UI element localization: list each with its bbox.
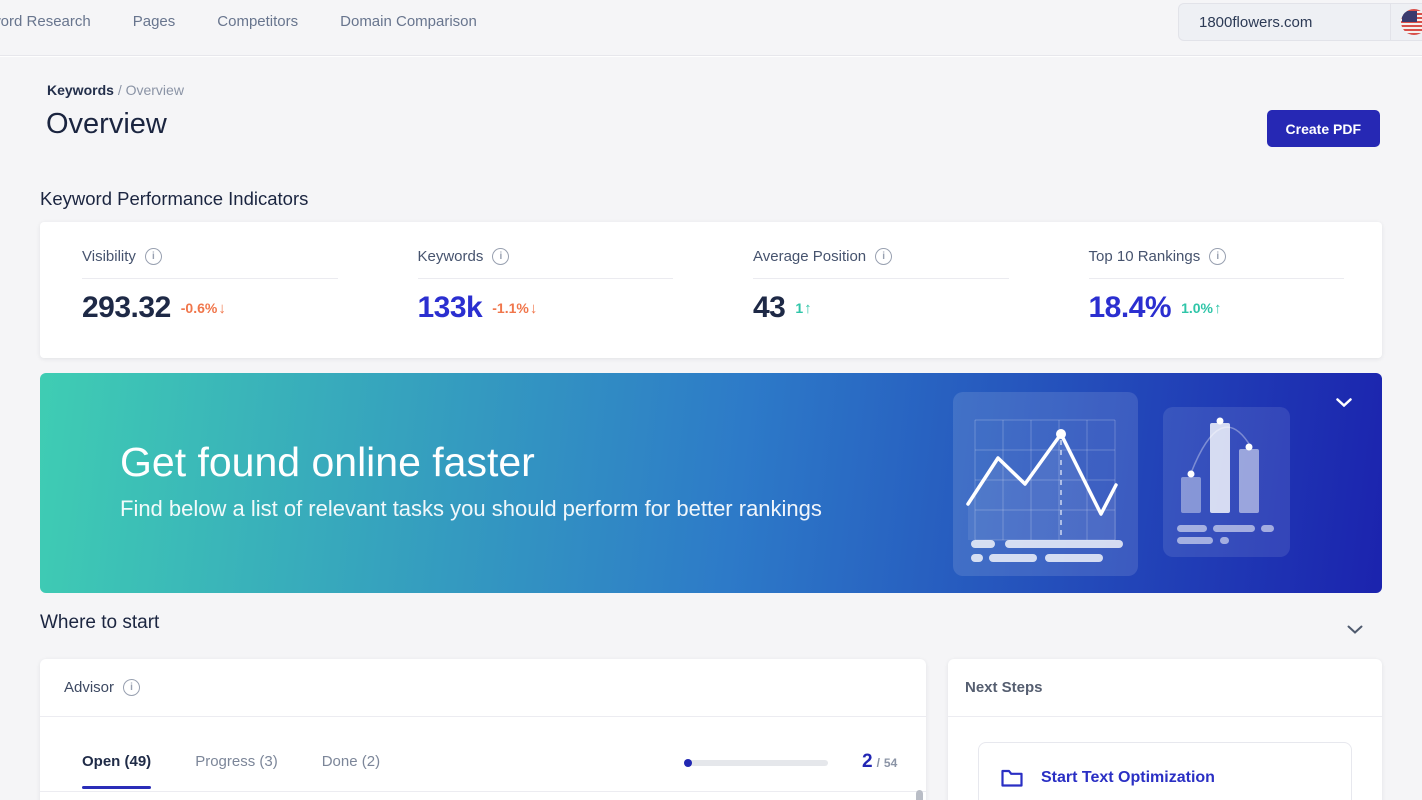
banner-collapse-chevron-icon[interactable] [1336, 394, 1352, 412]
kpi-top10-rankings: Top 10 Rankings i 18.4% 1.0% ↑ [1047, 222, 1383, 358]
kpi-divider [82, 278, 338, 279]
kpi-delta: -0.6% [180, 300, 218, 316]
bar-chart-icon [1177, 417, 1274, 544]
us-flag-icon[interactable] [1401, 9, 1422, 35]
folder-icon [1001, 769, 1023, 787]
arrow-up-icon: ↑ [804, 299, 812, 317]
kpi-label: Top 10 Rankings [1088, 248, 1201, 265]
kpi-card: Visibility i 293.32 -0.6% ↓ Keywords i 1… [40, 222, 1382, 358]
domain-selector[interactable]: 1800flowers.com [1178, 3, 1422, 41]
info-icon[interactable]: i [875, 248, 893, 265]
kpi-value: 43 [753, 291, 786, 324]
kpi-keywords: Keywords i 133k -1.1% ↓ [376, 222, 712, 358]
advisor-title: Advisor [64, 679, 115, 696]
section-collapse-chevron-icon[interactable] [1347, 621, 1363, 639]
nav-item-competitors[interactable]: Competitors [217, 12, 299, 30]
kpi-delta: -1.1% [492, 300, 529, 316]
kpi-value: 133k [417, 291, 483, 324]
progress-dot [684, 759, 692, 767]
kpi-delta: 1 [795, 300, 804, 316]
create-pdf-button[interactable]: Create PDF [1266, 110, 1380, 147]
kpi-visibility: Visibility i 293.32 -0.6% ↓ [40, 222, 376, 358]
kpi-label: Visibility [82, 248, 136, 265]
advisor-progress-value: 2 / 54 [862, 751, 897, 773]
kpi-value: 293.32 [82, 291, 171, 324]
info-icon[interactable]: i [1209, 248, 1227, 265]
tab-open[interactable]: Open (49) [82, 753, 152, 789]
breadcrumb-section[interactable]: Keywords [47, 82, 114, 98]
tab-progress[interactable]: Progress (3) [195, 753, 278, 770]
kpi-divider [1088, 278, 1344, 279]
kpi-divider [417, 278, 673, 279]
breadcrumb: Keywords / Overview [47, 82, 184, 98]
advisor-tabs: Open (49) Progress (3) Done (2) [82, 753, 381, 789]
arrow-up-icon: ↑ [1214, 299, 1222, 317]
nav-item-domain-comparison[interactable]: Domain Comparison [340, 12, 477, 30]
kpi-label: Keywords [417, 248, 484, 265]
promo-banner: Get found online faster Find below a lis… [40, 373, 1382, 593]
progress-current: 2 [862, 751, 873, 772]
kpi-delta: 1.0% [1181, 300, 1213, 316]
kpi-divider [753, 278, 1009, 279]
progress-total: 54 [883, 756, 898, 770]
page-title: Overview [46, 108, 167, 140]
breadcrumb-separator: / [117, 82, 122, 98]
kpi-value: 18.4% [1088, 291, 1172, 324]
breadcrumb-current: Overview [125, 82, 184, 98]
kpi-average-position: Average Position i 43 1 ↑ [711, 222, 1047, 358]
line-chart-illustration [953, 392, 1138, 576]
nav-item-pages[interactable]: Pages [132, 12, 176, 30]
where-to-start-heading: Where to start [40, 612, 160, 633]
next-step-label: Start Text Optimization [1041, 769, 1215, 786]
next-step-item[interactable]: Start Text Optimization [978, 742, 1352, 800]
nav-item-keyword-research[interactable]: Keyword Research [0, 12, 91, 30]
kpi-section-heading: Keyword Performance Indicators [40, 188, 309, 209]
kpi-label: Average Position [753, 248, 867, 265]
advisor-card: Advisor i Open (49) Progress (3) Done (2… [40, 659, 926, 800]
arrow-down-icon: ↓ [529, 299, 538, 317]
next-steps-title: Next Steps [948, 659, 1382, 717]
info-icon[interactable]: i [123, 679, 141, 696]
info-icon[interactable]: i [144, 248, 162, 265]
top-nav-bar: Keyword Research Pages Competitors Domai… [0, 0, 1422, 56]
info-icon[interactable]: i [492, 248, 510, 265]
banner-title: Get found online faster [120, 439, 535, 485]
line-chart-icon [966, 419, 1123, 562]
next-steps-card: Next Steps Start Text Optimization [948, 659, 1382, 800]
banner-subtitle: Find below a list of relevant tasks you … [120, 496, 822, 521]
arrow-down-icon: ↓ [218, 299, 226, 317]
domain-selector-divider [1390, 4, 1391, 40]
advisor-progress-bar [684, 759, 828, 767]
tab-done[interactable]: Done (2) [321, 753, 381, 770]
bar-chart-illustration [1163, 407, 1290, 557]
scrollbar-thumb[interactable] [916, 790, 923, 800]
progress-separator: / [876, 756, 880, 770]
domain-value: 1800flowers.com [1199, 13, 1313, 31]
